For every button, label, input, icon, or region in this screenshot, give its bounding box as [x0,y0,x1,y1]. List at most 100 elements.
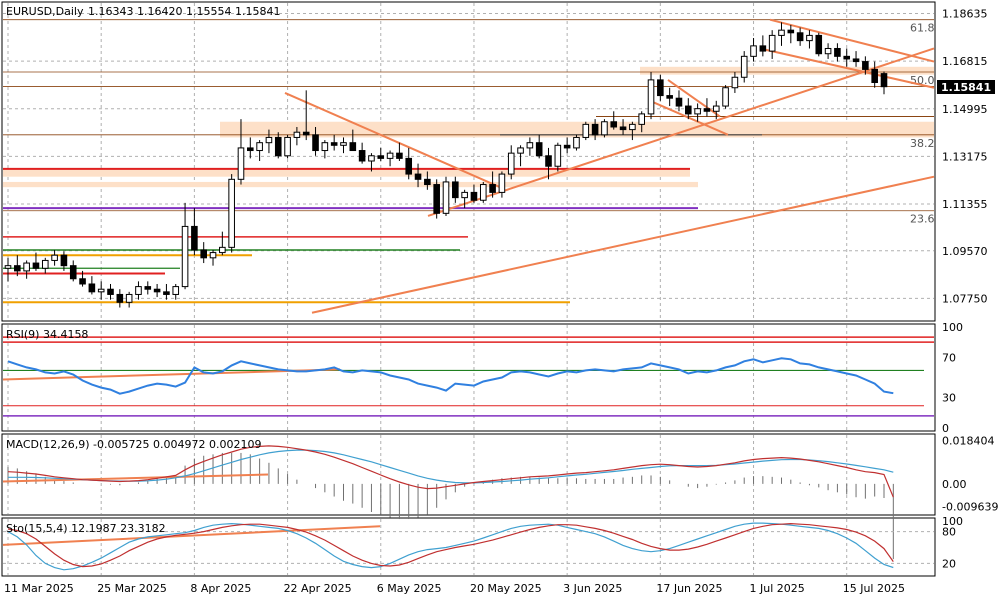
candle-body [787,29,795,34]
price-y-tick: 1.14995 [942,103,988,116]
candle-body [256,142,263,152]
candle-body [461,191,468,199]
rsi-line [7,357,894,395]
trendline [649,99,729,136]
candle-body [712,105,720,112]
candle-body [824,47,832,55]
candle-body [638,113,645,125]
sto-y-tick: 80 [942,526,956,539]
candle-body [293,131,301,138]
candle-body [60,254,68,267]
candle-body [862,61,869,70]
x-axis-labels: 11 Mar 2025 25 Mar 2025 8 Apr 2025 22 Apr 2… [4,582,905,595]
trendline [311,175,935,314]
candle-body [563,144,571,149]
candle-body [97,288,105,293]
resistance-zone [220,121,934,138]
x-tick-label: 11 Mar 2025 [4,582,74,595]
candle-body [321,142,329,152]
candle-body [545,155,552,167]
price-y-tick: 1.11355 [942,198,988,211]
panel-frames [1,1,936,577]
resistance-zones [3,66,934,188]
sto-y-tick: 20 [942,557,956,570]
candle-body [740,55,748,78]
sto-label: Sto(15,5,4) 12.1987 23.3182 [6,522,166,535]
candle-body [610,121,618,128]
candle-body [750,45,757,57]
candle-body [619,126,627,131]
symbol-label: EURUSD,Daily [6,5,84,18]
candle-body [703,108,711,112]
candle-body [284,136,291,157]
candle-body [759,45,767,52]
candle-body [51,254,58,261]
candle-body [694,108,701,115]
candle-body [144,286,152,290]
x-tick-label: 1 Jul 2025 [750,582,805,595]
rsi-y-tick: 0 [942,422,949,435]
grid-lines [3,3,934,575]
candle-body [14,265,21,272]
price-y-tick: 1.09570 [942,245,988,258]
candle-body [507,152,515,175]
x-tick-label: 3 Jun 2025 [563,582,622,595]
candle-body [442,181,450,214]
rsi-trendline [2,368,341,381]
macd-label: MACD(12,26,9) -0.005725 0.004972 0.00210… [6,438,261,451]
sto-d-line [7,522,894,568]
candle-body [489,184,496,193]
candle-body [554,144,562,167]
candle-body [163,291,170,295]
x-tick-label: 22 Apr 2025 [284,582,352,595]
candle-body [573,136,580,149]
candle-body [135,286,142,295]
candle-body [582,123,590,138]
fib-level-label: 61.8 [910,22,935,35]
candle-body [498,173,506,193]
macd-panel [2,445,894,560]
candle-body [675,97,683,107]
candle-body [116,293,124,303]
candle-body [843,55,851,60]
candle-body [172,286,180,295]
candle-body [107,288,114,295]
candle-body [666,95,673,99]
macd-y-tick: -0.009639 [942,500,998,513]
x-tick-label: 25 Mar 2025 [97,582,167,595]
candle-body [358,150,366,162]
candle-body [880,73,888,88]
candle-body [433,184,440,214]
x-tick-label: 17 Jun 2025 [656,582,722,595]
candle-body [219,246,226,254]
candle-body [247,147,254,152]
candle-body [153,288,161,293]
candle-body [265,136,273,144]
candle-body [647,79,655,115]
candle-body [237,147,245,180]
candle-body [125,293,133,303]
trendline [284,92,501,189]
stochastic-panel [2,522,934,571]
resistance-zone [3,181,698,188]
candle-body [209,252,217,259]
macd-y-tick: 0.00 [942,478,967,491]
rsi-y-tick: 100 [942,321,963,334]
trendline [427,47,935,217]
candle-body [452,181,459,199]
y-axis-labels: 1.18635 1.16815 1.14995 1.13175 1.11355 1.095… [942,8,998,571]
candle-body [41,259,49,269]
candle-body [470,191,478,201]
candle-body [396,152,403,159]
candle-body [424,178,431,186]
candle-body [330,142,338,146]
candle-body [368,155,375,162]
candle-body [479,184,487,201]
trendline [759,47,935,89]
macd-y-tick: 0.018404 [942,435,995,448]
candle-body [657,79,664,97]
candle-body [405,157,413,175]
price-y-tick: 1.16815 [942,55,988,68]
trendline [667,79,721,118]
